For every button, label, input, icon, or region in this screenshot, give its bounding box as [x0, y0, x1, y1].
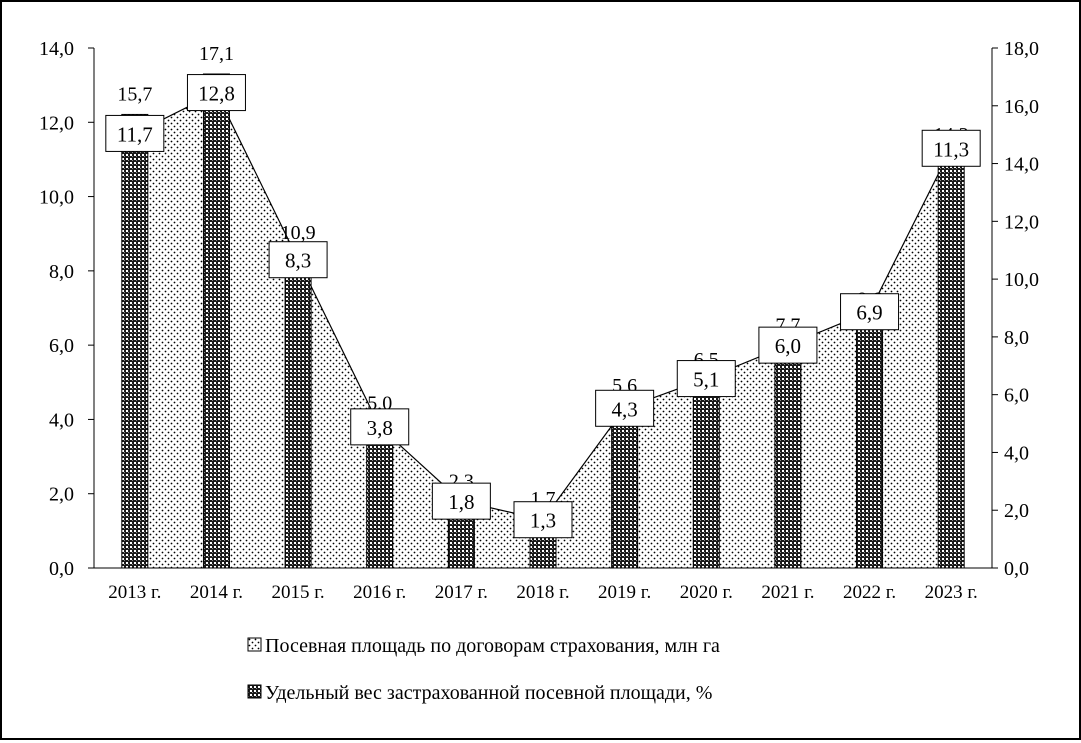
- bar: [856, 319, 884, 569]
- x-tick-label: 2017 г.: [435, 582, 488, 603]
- area-data-label-box: [350, 408, 410, 446]
- y-left-tick-label: 14,0: [39, 38, 74, 60]
- bar: [121, 113, 149, 569]
- area-fill: [134, 92, 952, 569]
- area-data-label-box: [595, 389, 655, 427]
- y-right-tick-label: 8,0: [1004, 327, 1029, 349]
- area-data-label: 4,3: [612, 397, 638, 421]
- x-tick-label: 2014 г.: [190, 582, 243, 603]
- area-data-label: 3,8: [367, 416, 393, 440]
- area-data-label-box: [186, 74, 246, 112]
- area-data-label-box: [840, 293, 900, 331]
- x-tick-label: 2013 г.: [108, 582, 161, 603]
- area-data-label-box: [758, 326, 818, 364]
- x-tick-label: 2019 г.: [598, 582, 651, 603]
- bar: [202, 73, 230, 569]
- y-left-tick-label: 12,0: [39, 112, 74, 134]
- bar: [774, 345, 802, 569]
- y-right-tick-label: 6,0: [1004, 385, 1029, 407]
- legend-swatch-area: [247, 637, 262, 652]
- area-data-label: 1,8: [448, 490, 474, 514]
- y-left-tick-label: 0,0: [49, 558, 74, 580]
- y-left-tick-label: 10,0: [39, 187, 74, 209]
- x-tick-label: 2016 г.: [353, 582, 406, 603]
- area-data-label-box: [105, 114, 165, 152]
- x-tick-label: 2022 г.: [843, 582, 896, 603]
- legend-label-area: Посевная площадь по договорам страховани…: [265, 635, 720, 657]
- area-data-label: 12,8: [198, 82, 235, 106]
- legend: Посевная площадь по договорам страховани…: [247, 635, 720, 704]
- y-right-tick-label: 16,0: [1004, 96, 1039, 118]
- x-tick-label: 2023 г.: [925, 582, 978, 603]
- bar: [366, 423, 394, 569]
- legend-label-bar: Удельный вес застрахованной посевной пло…: [265, 682, 712, 704]
- bar: [284, 252, 312, 569]
- area-data-label: 6,0: [775, 334, 801, 358]
- y-left-tick-label: 4,0: [49, 409, 74, 431]
- y-right-tick-label: 18,0: [1004, 38, 1039, 60]
- bar-data-label: 15,7: [117, 83, 152, 105]
- y-right-tick-label: 12,0: [1004, 211, 1039, 233]
- y-right-tick-label: 2,0: [1004, 500, 1029, 522]
- x-tick-label: 2020 г.: [680, 582, 733, 603]
- area-data-label: 5,1: [693, 368, 719, 392]
- x-tick-label: 2018 г.: [516, 582, 569, 603]
- bar-data-label: 17,1: [199, 43, 234, 65]
- y-right-tick-label: 10,0: [1004, 269, 1039, 291]
- bar: [937, 154, 965, 569]
- bar: [692, 379, 720, 569]
- area-data-label: 11,7: [117, 122, 153, 146]
- area-data-label: 6,9: [856, 301, 882, 325]
- plot-area: 0,0 2,0 4,0 6,0 8,0 10,0 12,0 14,0 0,0 2,0 4,0 6,0 8…: [39, 38, 1039, 603]
- area-data-label-box: [921, 129, 981, 167]
- area-data-label-box: [676, 360, 736, 398]
- y-right-tick-label: 14,0: [1004, 154, 1039, 176]
- y-left-tick-label: 6,0: [49, 335, 74, 357]
- y-left-tick-label: 2,0: [49, 484, 74, 506]
- y-right-tick-label: 4,0: [1004, 442, 1029, 464]
- area-data-label-box: [513, 501, 573, 539]
- x-tick-label: 2021 г.: [761, 582, 814, 603]
- x-tick-label: 2015 г.: [272, 582, 325, 603]
- y-right-tick-label: 0,0: [1004, 558, 1029, 580]
- y-left-tick-label: 8,0: [49, 261, 74, 283]
- area-data-label: 8,3: [285, 249, 311, 273]
- bar: [611, 405, 639, 569]
- legend-swatch-bar: [247, 684, 262, 699]
- area-data-label-box: [431, 482, 491, 520]
- area-data-label: 1,3: [530, 509, 556, 533]
- area-data-label-box: [268, 241, 328, 279]
- area-data-label: 11,3: [933, 137, 969, 161]
- bar-data-label: 10,9: [281, 222, 316, 244]
